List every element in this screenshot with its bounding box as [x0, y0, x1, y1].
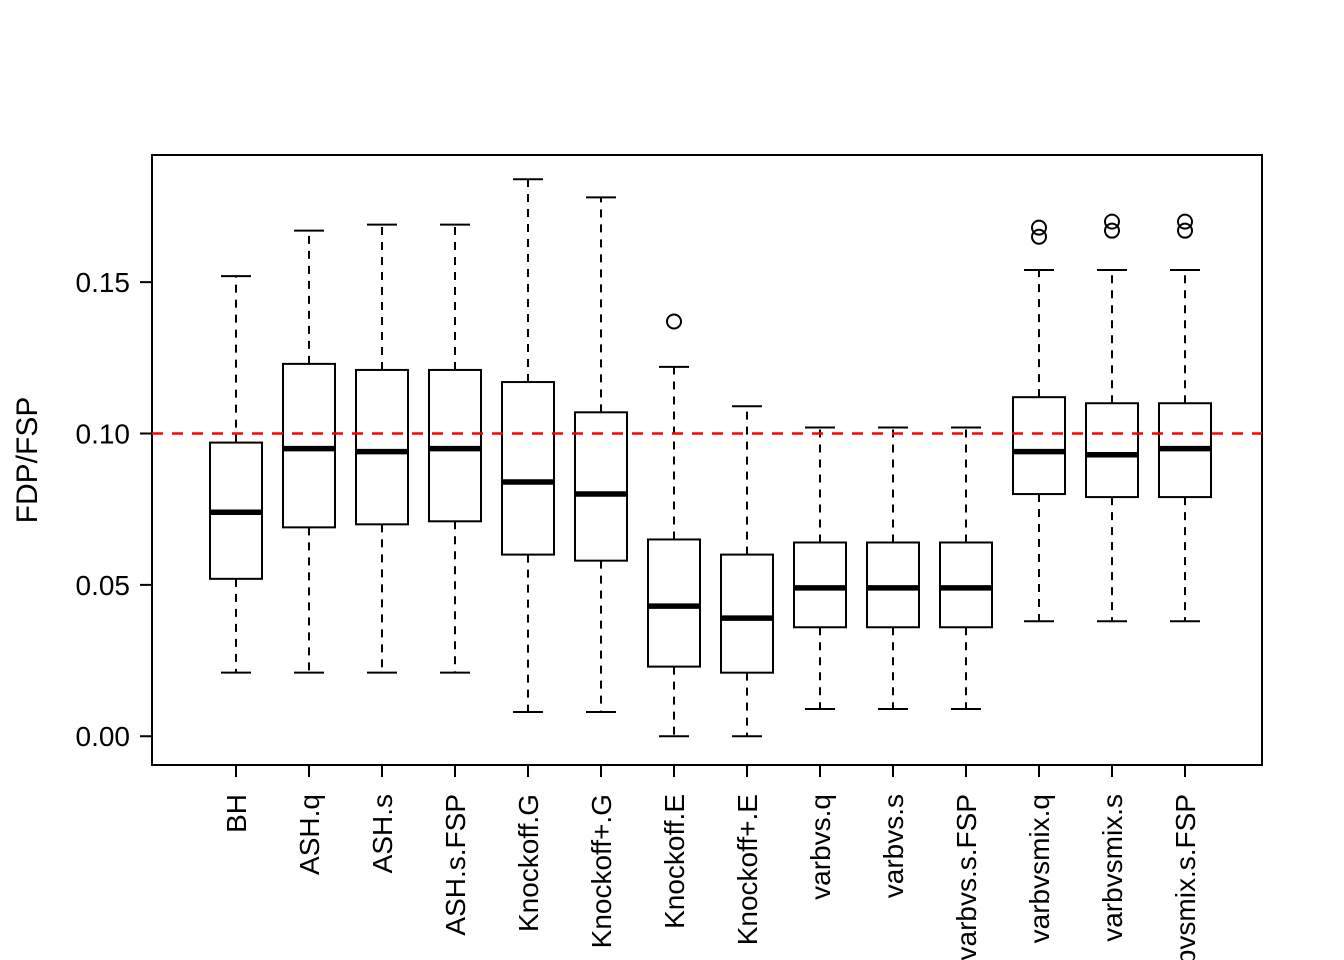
outlier-point — [1031, 228, 1047, 245]
x-tick-label: varbvsmix.s — [1097, 794, 1128, 942]
plot-border — [151, 154, 1263, 766]
iqr-box — [647, 538, 701, 668]
x-tick-label: BH — [221, 794, 252, 833]
iqr-box — [939, 541, 993, 629]
y-tick-label: 0.10 — [76, 419, 131, 450]
iqr-box — [793, 541, 847, 629]
x-tick-label: Knockoff+.G — [586, 794, 617, 948]
outlier-point — [666, 313, 682, 330]
x-tick-label: varbvs.q — [805, 794, 836, 900]
boxplot-box — [793, 426, 847, 710]
boxplot-box — [647, 313, 701, 738]
x-tick-label: ASH.q — [294, 794, 325, 875]
x-tick-label: varbvs.s.FSP — [951, 794, 982, 960]
iqr-box — [866, 541, 920, 629]
iqr-box — [282, 362, 336, 529]
boxplot-box — [282, 229, 336, 674]
outlier-point — [1031, 219, 1047, 236]
outlier-point — [1177, 213, 1193, 230]
iqr-box — [1012, 396, 1066, 496]
boxplot-box — [209, 275, 263, 674]
x-tick-label: Knockoff.E — [659, 794, 690, 929]
boxplot-box — [866, 426, 920, 710]
y-tick-label: 0.00 — [76, 721, 131, 752]
boxplot-box — [355, 223, 409, 674]
y-tick-label: 0.15 — [76, 267, 131, 298]
iqr-box — [501, 381, 555, 556]
outlier-point — [1177, 222, 1193, 239]
iqr-box — [1085, 402, 1139, 499]
iqr-box — [428, 368, 482, 523]
iqr-box — [355, 368, 409, 526]
iqr-box — [574, 411, 628, 562]
boxplot-box — [1012, 219, 1066, 623]
x-tick-label: varbvsmix.q — [1024, 794, 1055, 943]
boxplot-box — [1085, 213, 1139, 623]
outlier-point — [1104, 213, 1120, 230]
boxplot-box — [501, 178, 555, 714]
y-tick-label: 0.05 — [76, 570, 131, 601]
x-tick-label: varbvsmix.s.FSP — [1170, 794, 1201, 960]
boxplot-box — [574, 196, 628, 714]
boxplot-box — [939, 426, 993, 710]
x-tick-label: Knockoff.G — [513, 794, 544, 932]
boxplot-box — [1158, 213, 1212, 623]
boxplot-box — [428, 223, 482, 674]
x-tick-label: ASH.s — [367, 794, 398, 873]
outlier-point — [1104, 222, 1120, 239]
boxplot-box — [720, 405, 774, 738]
iqr-box — [720, 553, 774, 674]
x-tick-label: ASH.s.FSP — [440, 794, 471, 936]
x-tick-label: Knockoff+.E — [732, 794, 763, 945]
x-tick-label: varbvs.s — [878, 794, 909, 898]
